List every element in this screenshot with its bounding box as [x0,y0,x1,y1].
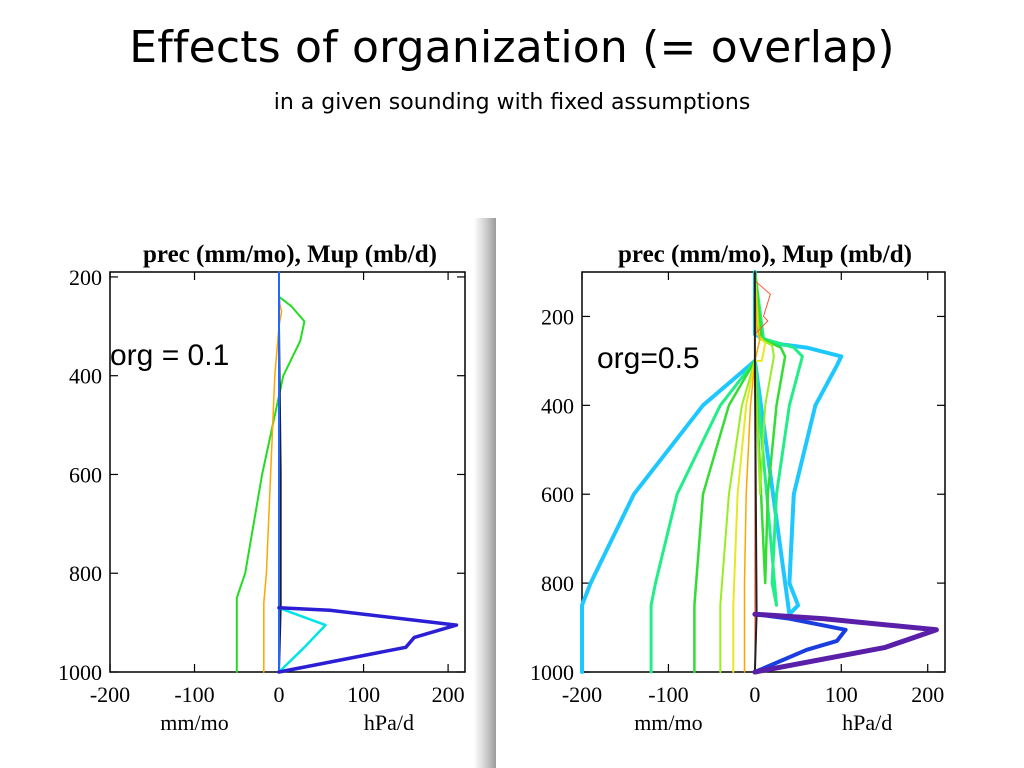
slide-title: Effects of organization (= overlap) [129,22,895,73]
series-line-1 [580,270,844,674]
chart-panel-2: prec (mm/mo), Mup (mb/d) -200 -100 0 100 200 2… [530,241,946,735]
x-tick-label: 100 [347,682,380,707]
x-tick-label: 0 [274,682,285,707]
x-tick-label: 200 [432,682,465,707]
y-tick-label: 1000 [530,660,574,685]
series-line-2 [649,270,804,674]
chart-panel-1: prec (mm/mo), Mup (mb/d) -200 -100 0 100 200 2… [58,241,466,735]
y-tick-label: 600 [69,462,102,487]
series-line-4 [719,271,775,673]
series-line-6 [743,271,761,673]
chart-title: prec (mm/mo), Mup (mb/d) [143,241,437,268]
org-annotation: org=0.5 [597,342,700,375]
x-tick-label: 100 [825,682,858,707]
series-line-1 [235,271,306,673]
y-tick-label: 1000 [58,660,102,685]
y-tick-label: 400 [541,393,574,418]
slide-subtitle: in a given sounding with fixed assumptio… [273,90,751,115]
org-annotation: org = 0.1 [110,339,229,372]
x-tick-label: 0 [749,682,760,707]
x-axis-label-right: hPa/d [842,710,892,735]
series-line-8 [753,271,758,673]
y-tick-label: 400 [69,364,102,389]
x-axis-label-right: hPa/d [364,710,414,735]
series-line-10 [752,611,939,675]
x-axis-label-left: mm/mo [160,710,228,735]
x-tick-label: -200 [562,682,602,707]
x-axis-label-left: mm/mo [634,710,702,735]
y-tick-label: 200 [541,304,574,329]
series-line-6 [277,606,327,674]
y-tick-label: 800 [541,571,574,596]
series-line-3 [693,270,787,674]
series-line-7 [277,606,459,674]
panel-shadow [474,218,496,768]
x-tick-label: -100 [648,682,688,707]
chart-title: prec (mm/mo), Mup (mb/d) [618,241,912,268]
x-tick-label: 200 [911,682,944,707]
x-tick-label: -200 [90,682,130,707]
y-tick-label: 200 [69,265,102,290]
y-tick-label: 800 [69,561,102,586]
x-tick-label: -100 [174,682,214,707]
y-tick-label: 600 [541,482,574,507]
